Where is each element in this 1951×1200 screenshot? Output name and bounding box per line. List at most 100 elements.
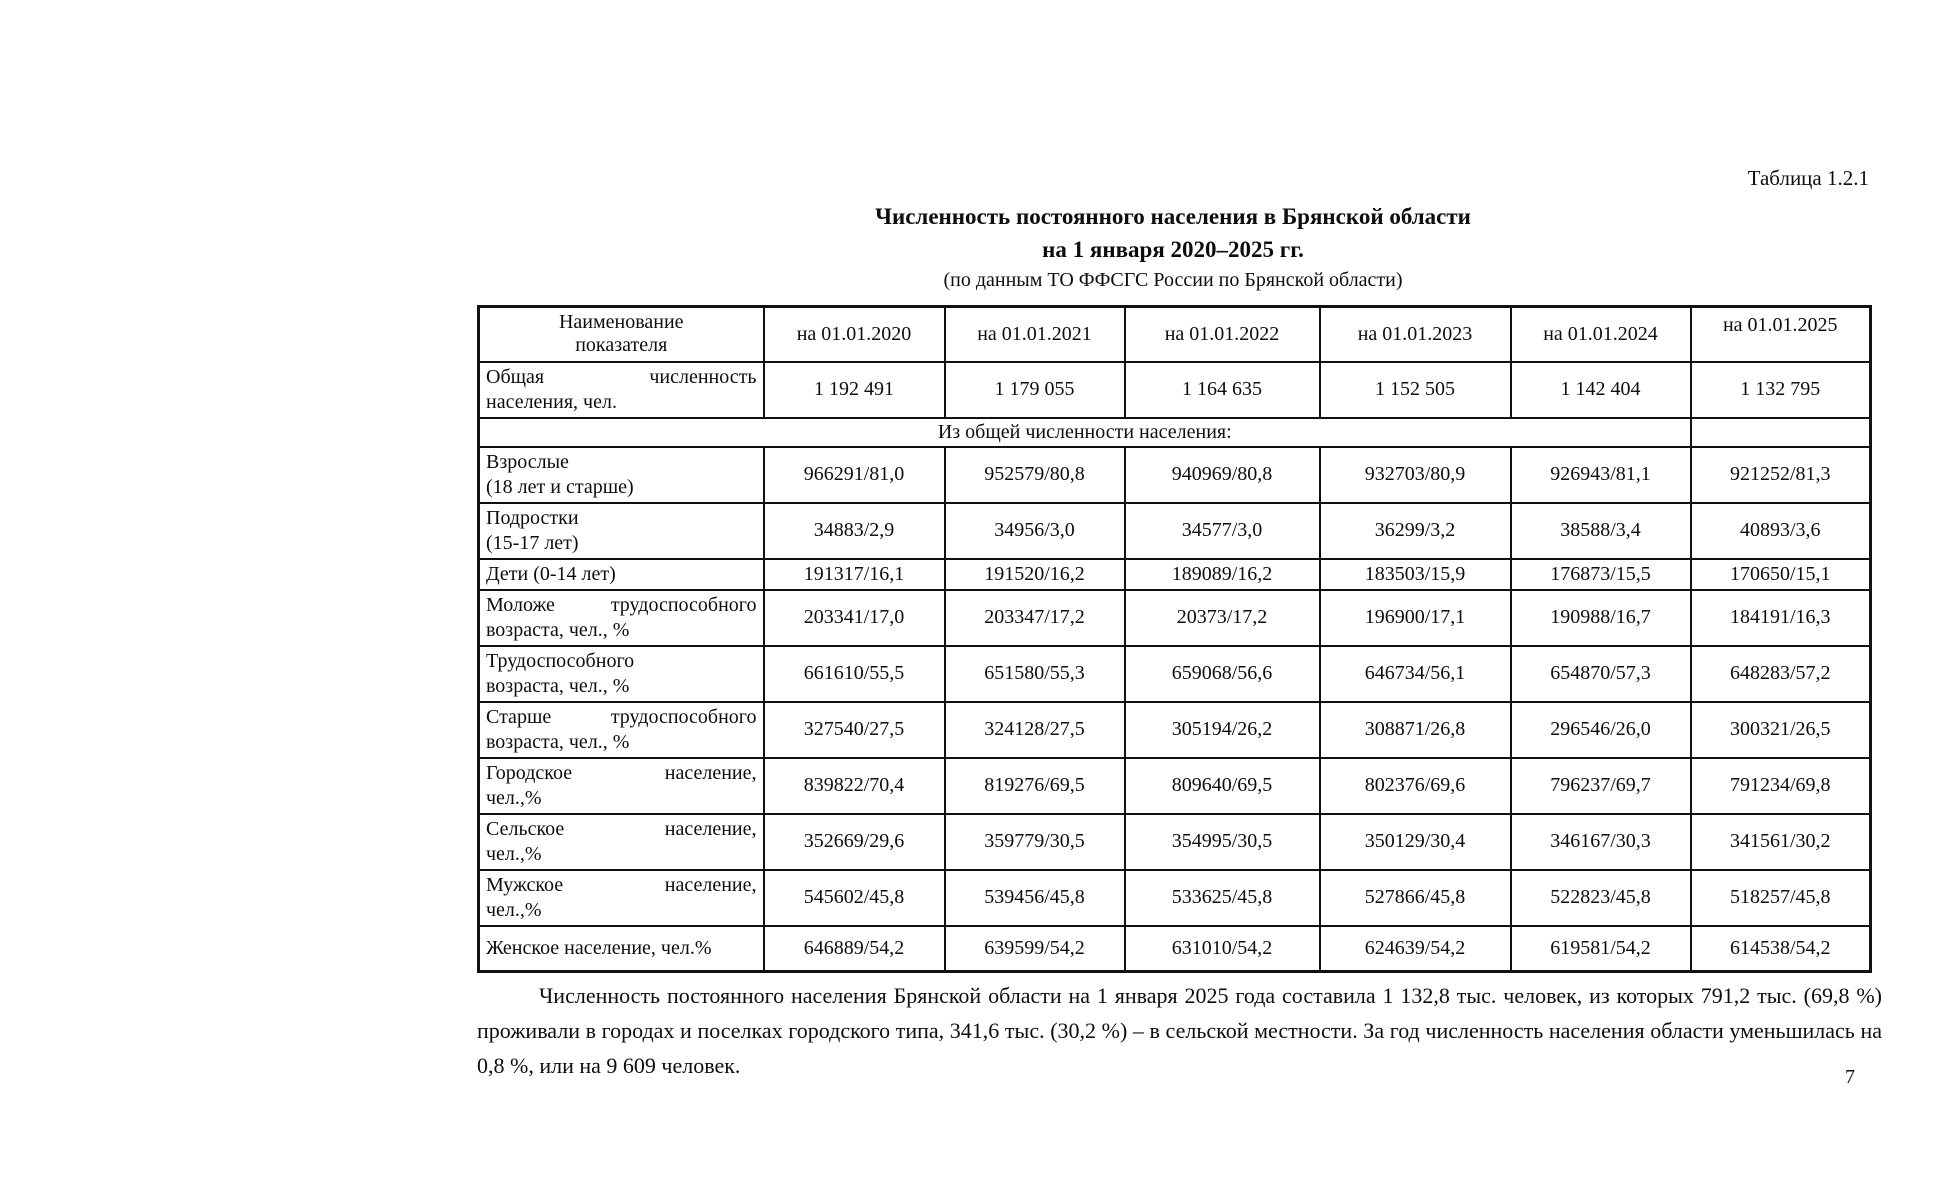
value-cell: 191520/16,2 [943,557,1126,591]
row-label-line: (15-17 лет) [486,531,579,554]
table-section-row: Из общей численности населения: [477,416,1872,448]
value-cell: 350129/30,4 [1318,812,1512,871]
value-cell: 952579/80,8 [943,445,1126,504]
table-number-label: Таблица 1.2.1 [1747,166,1869,190]
value-cell: 932703/80,9 [1318,445,1512,504]
value-cell: 34577/3,0 [1123,501,1321,560]
header-line: показателя [575,334,668,357]
table-row-working-age: Трудоспособного возраста, чел., % 661610… [477,644,1872,703]
row-label: Взрослые (18 лет и старше) [477,445,765,504]
document-title-line1: Численность постоянного населения в Брян… [875,204,1471,229]
value-cell: 300321/26,5 [1689,700,1872,759]
row-label-line: Женское население, чел.% [486,936,712,959]
value-cell: 196900/17,1 [1318,588,1512,647]
row-label: Моложе трудоспособного возраста, чел., % [477,588,765,647]
row-label-line: Трудоспособного [486,649,635,672]
value-cell: 796237/69,7 [1509,756,1692,815]
value-cell: 191317/16,1 [762,557,946,591]
value-cell: 619581/54,2 [1509,924,1692,973]
row-label-line: населения, чел. [486,390,617,413]
column-header-2025: на 01.01.2025 [1689,305,1872,363]
table-row-teens: Подростки (15-17 лет) 34883/2,9 34956/3,… [477,501,1872,560]
value-cell: 324128/27,5 [943,700,1126,759]
value-cell: 346167/30,3 [1509,812,1692,871]
row-label: Городское население, чел.,% [477,756,765,815]
row-label-line: Общая численность [486,365,757,388]
header-line: Наименование [558,311,684,334]
value-cell: 305194/26,2 [1123,700,1321,759]
row-label-line: возраста, чел., % [486,674,630,697]
document-title-line2: на 1 января 2020–2025 гг. [1042,237,1304,262]
value-cell: 651580/55,3 [943,644,1126,703]
row-label-line: Моложе трудоспособного [486,593,757,616]
value-cell: 661610/55,5 [762,644,946,703]
row-label: Старше трудоспособного возраста, чел., % [477,700,765,759]
row-label: Мужское население, чел.,% [477,868,765,927]
value-cell: 203347/17,2 [943,588,1126,647]
value-cell: 184191/16,3 [1689,588,1872,647]
document-subtitle: (по данным ТО ФФСГС России по Брянской о… [943,269,1403,291]
summary-paragraph: Численность постоянного населения Брянск… [477,983,1882,1078]
row-label: Дети (0-14 лет) [477,557,765,591]
table-row-adults: Взрослые (18 лет и старше) 966291/81,0 9… [477,445,1872,504]
value-cell: 190988/16,7 [1509,588,1692,647]
value-cell: 34883/2,9 [762,501,946,560]
value-cell: 659068/56,6 [1123,644,1321,703]
value-cell: 359779/30,5 [943,812,1126,871]
row-label: Сельское население, чел.,% [477,812,765,871]
value-cell: 40893/3,6 [1689,501,1872,560]
row-label-line: (18 лет и старше) [486,475,634,498]
value-cell: 352669/29,6 [762,812,946,871]
value-cell: 327540/27,5 [762,700,946,759]
row-label-line: чел.,% [486,786,542,809]
row-label: Трудоспособного возраста, чел., % [477,644,765,703]
value-cell: 296546/26,0 [1509,700,1692,759]
value-cell: 1 132 795 [1689,360,1872,419]
column-header-2022: на 01.01.2022 [1123,305,1321,363]
row-label-line: Старше трудоспособного [486,705,757,728]
row-label-line: Взрослые [486,450,569,473]
column-header-2020: на 01.01.2020 [762,305,946,363]
column-header-indicator: Наименование показателя [477,305,765,363]
value-cell: 34956/3,0 [943,501,1126,560]
table-row-total-population: Общая численность населения, чел. 1 192 … [477,360,1872,419]
row-label-line: Дети (0-14 лет) [486,562,616,585]
row-label-line: возраста, чел., % [486,618,630,641]
value-cell: 183503/15,9 [1318,557,1512,591]
value-cell: 533625/45,8 [1123,868,1321,927]
value-cell: 966291/81,0 [762,445,946,504]
value-cell: 36299/3,2 [1318,501,1512,560]
row-label-line: Городское население, [486,761,757,784]
value-cell: 809640/69,5 [1123,756,1321,815]
column-header-2024: на 01.01.2024 [1509,305,1692,363]
value-cell: 839822/70,4 [762,756,946,815]
section-label-cell: Из общей численности населения: [477,416,1692,448]
table-header-row: Наименование показателя на 01.01.2020 на… [477,305,1872,363]
value-cell: 646889/54,2 [762,924,946,973]
value-cell: 354995/30,5 [1123,812,1321,871]
table-row-above-working-age: Старше трудоспособного возраста, чел., %… [477,700,1872,759]
row-label: Общая численность населения, чел. [477,360,765,419]
row-label-line: Подростки [486,506,579,529]
value-cell: 545602/45,8 [762,868,946,927]
value-cell: 802376/69,6 [1318,756,1512,815]
value-cell: 654870/57,3 [1509,644,1692,703]
value-cell: 1 152 505 [1318,360,1512,419]
value-cell: 203341/17,0 [762,588,946,647]
title-block: Численность постоянного населения в Брян… [477,200,1869,294]
table-row-below-working-age: Моложе трудоспособного возраста, чел., %… [477,588,1872,647]
value-cell: 1 164 635 [1123,360,1321,419]
value-cell: 170650/15,1 [1689,557,1872,591]
column-header-2023: на 01.01.2023 [1318,305,1512,363]
value-cell: 518257/45,8 [1689,868,1872,927]
value-cell: 791234/69,8 [1689,756,1872,815]
row-label-line: Сельское население, [486,817,757,840]
value-cell: 308871/26,8 [1318,700,1512,759]
value-cell: 38588/3,4 [1509,501,1692,560]
row-label-line: возраста, чел., % [486,730,630,753]
value-cell: 176873/15,5 [1509,557,1692,591]
table-row-female-population: Женское население, чел.% 646889/54,2 639… [477,924,1872,973]
table-row-children: Дети (0-14 лет) 191317/16,1 191520/16,2 … [477,557,1872,591]
row-label-line: чел.,% [486,842,542,865]
